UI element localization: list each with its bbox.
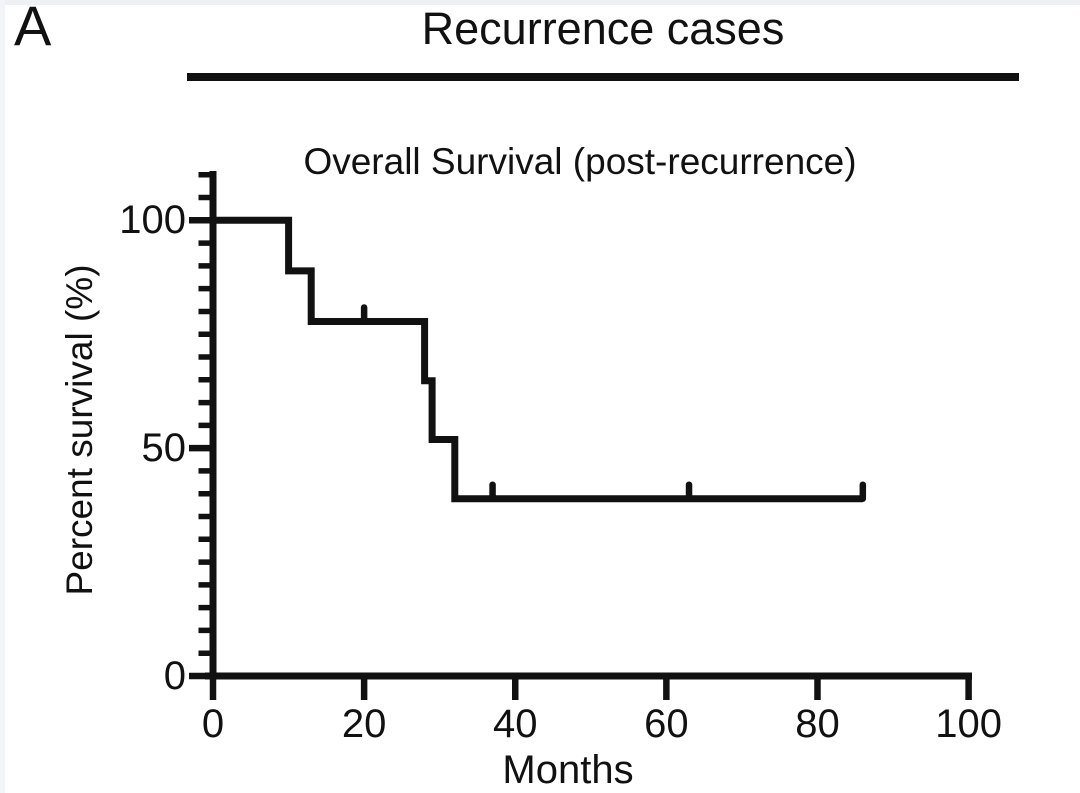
- title-underline: [187, 73, 1019, 81]
- chart-subtitle: Overall Survival (post-recurrence): [303, 141, 857, 182]
- panel-label: A: [14, 0, 52, 57]
- chart-title: Recurrence cases: [421, 3, 785, 54]
- page-edge-left: [0, 0, 5, 793]
- page-edge-top: [0, 0, 1080, 5]
- survival-step-curve: [213, 216, 863, 503]
- x-axis-label: Months: [502, 748, 634, 792]
